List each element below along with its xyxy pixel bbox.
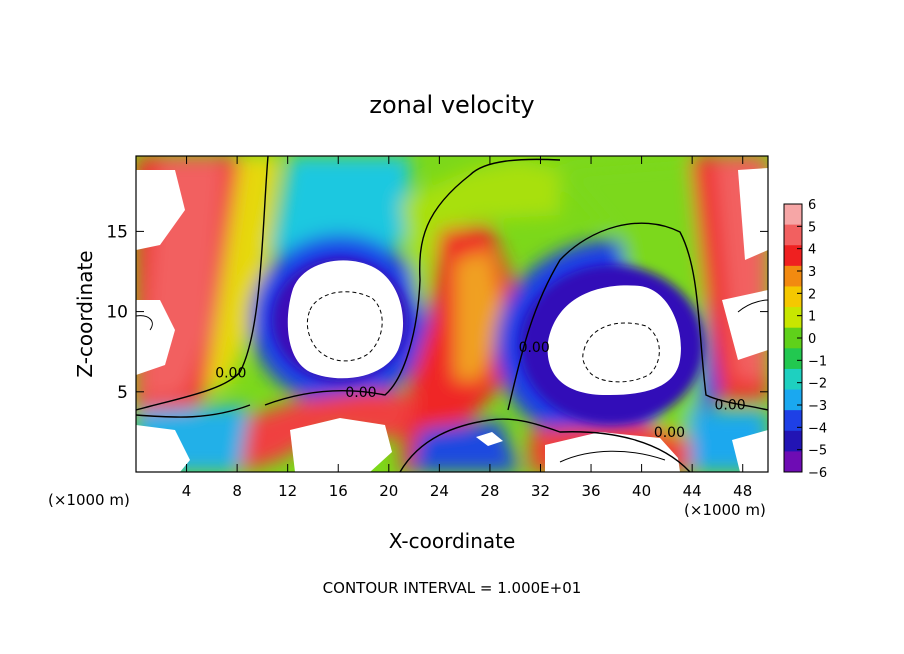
x-tick-label: 20 xyxy=(379,482,398,500)
colorbar-tick-label: −4 xyxy=(808,421,827,436)
x-tick-label: 36 xyxy=(581,482,600,500)
contour-label: 0.00 xyxy=(215,366,246,382)
x-tick-label: 16 xyxy=(329,482,348,500)
colorbar-segment xyxy=(784,204,802,226)
colorbar-segment xyxy=(784,265,802,287)
x-tick-label: 24 xyxy=(430,482,449,500)
colorbar-tick-label: −1 xyxy=(808,354,827,369)
dashed-contour-right xyxy=(582,322,660,383)
x-tick-label: 28 xyxy=(480,482,499,500)
colorbar-segment xyxy=(784,327,802,349)
colorbar-tick-label: 3 xyxy=(808,265,816,280)
colorbar-tick-label: 1 xyxy=(808,310,816,325)
colorbar-tick-label: 2 xyxy=(808,287,816,302)
contour-label: 0.00 xyxy=(345,385,376,401)
colorbar-segment xyxy=(784,430,802,452)
y-axis-label: Z-coordinate xyxy=(73,250,97,377)
colorbar-segment xyxy=(784,245,802,267)
plot-frame xyxy=(135,155,769,473)
colorbar-tick-label: −2 xyxy=(808,377,827,392)
chart-title: zonal velocity xyxy=(369,91,534,119)
colorbar-segment xyxy=(784,410,802,432)
contour-label: 0.00 xyxy=(654,425,685,441)
y-tick-label: 10 xyxy=(106,303,128,323)
zero-contour-right xyxy=(507,222,768,411)
colorbar-tick-label: 0 xyxy=(808,332,816,347)
colorbar-tick-label: 5 xyxy=(808,220,816,235)
colorbar: 6 5 4 3 2 1 0 −1 −2 −3 −4 −5 −6 xyxy=(783,198,827,481)
colorbar-tick-label: −3 xyxy=(808,399,827,414)
heatmap-field xyxy=(136,156,768,472)
contour-interval-note: CONTOUR INTERVAL = 1.000E+01 xyxy=(323,579,582,597)
x-tick-label: 48 xyxy=(733,482,752,500)
contour-lines xyxy=(136,156,768,472)
contour-label-group: 0.00 0.00 0.00 0.00 0.00 xyxy=(215,340,745,441)
colorbar-tick-label: 4 xyxy=(808,243,816,258)
y-axis: 5 10 15 xyxy=(106,222,768,403)
colorbar-segment xyxy=(784,451,802,473)
x-tick-label: 8 xyxy=(232,482,242,500)
contour-label: 0.00 xyxy=(519,340,550,356)
colorbar-tick-label: −6 xyxy=(808,466,827,481)
colorbar-segment xyxy=(784,368,802,391)
colorbar-segment xyxy=(784,348,802,370)
zero-contour-upper xyxy=(264,158,561,406)
x-tick-label: 44 xyxy=(683,482,702,500)
colorbar-segment xyxy=(784,286,802,308)
dashed-contour-left xyxy=(306,291,383,362)
colorbar-segment xyxy=(784,224,802,246)
x-tick-label: 12 xyxy=(278,482,297,500)
x-unit-right: (×1000 m) xyxy=(684,501,766,519)
x-tick-label: 40 xyxy=(632,482,651,500)
x-unit-left: (×1000 m) xyxy=(48,491,130,509)
x-axis: 4 8 12 16 20 24 28 32 36 40 44 48 xyxy=(182,156,752,500)
colorbar-tick-label: 6 xyxy=(808,198,816,213)
zero-contour-left xyxy=(136,156,269,411)
y-tick-label: 5 xyxy=(117,383,128,403)
zero-contour-bottomleft xyxy=(136,404,251,418)
colorbar-segment xyxy=(784,307,802,329)
zero-contour-lower xyxy=(399,418,691,472)
colorbar-segment xyxy=(784,389,802,411)
x-tick-label: 32 xyxy=(531,482,550,500)
thin-contour-left xyxy=(136,315,153,331)
x-axis-label: X-coordinate xyxy=(389,529,516,553)
colorbar-tick-label: −5 xyxy=(808,444,827,459)
x-tick-label: 4 xyxy=(182,482,192,500)
thin-contour-bottom xyxy=(559,450,666,463)
contour-label: 0.00 xyxy=(714,398,745,414)
y-tick-label: 15 xyxy=(106,222,128,242)
